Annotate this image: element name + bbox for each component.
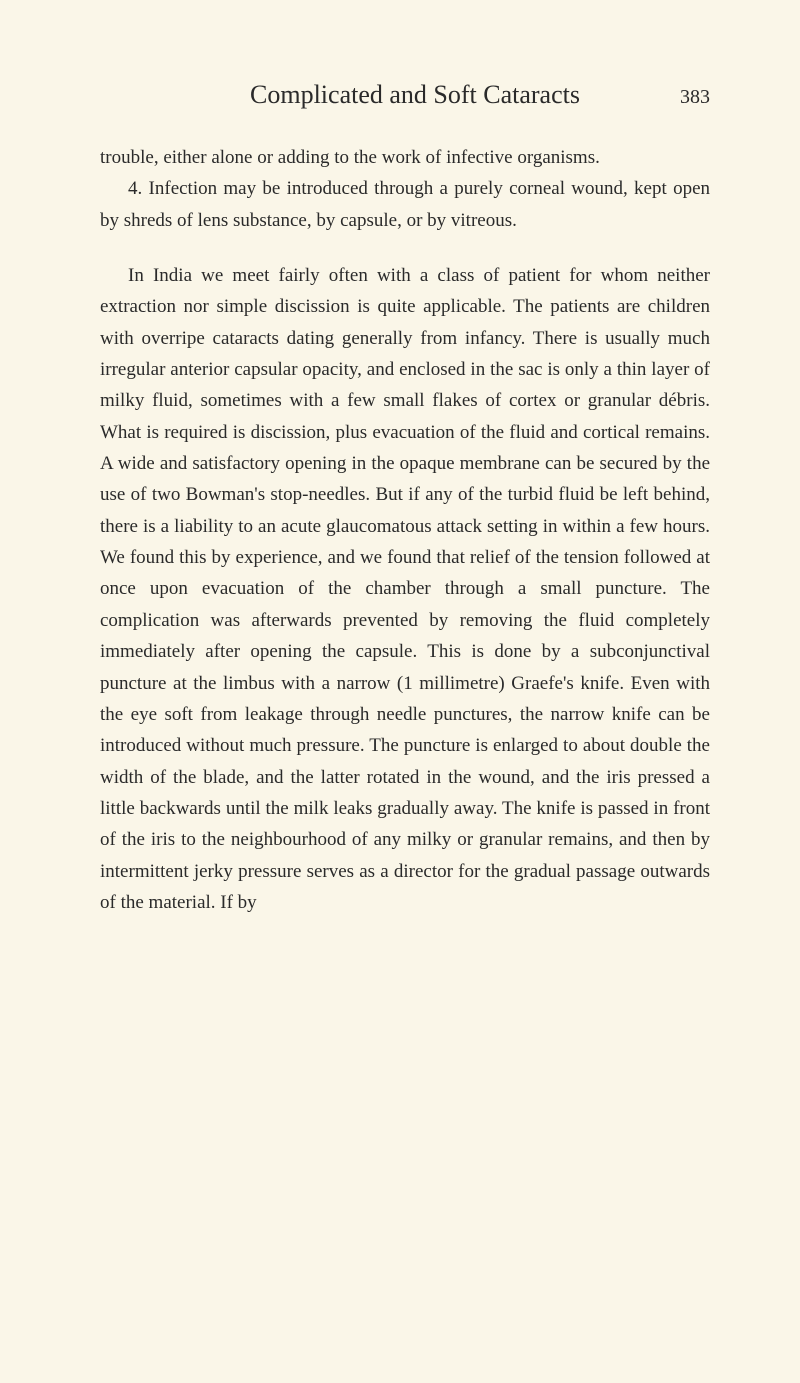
page-title: Complicated and Soft Cataracts <box>150 80 680 110</box>
paragraph-numbered-4: 4. Infection may be introduced through a… <box>100 173 710 236</box>
section-break <box>100 236 710 260</box>
page-number: 383 <box>680 86 710 109</box>
paragraph-continuation: trouble, either alone or adding to the w… <box>100 142 710 173</box>
document-page: Complicated and Soft Cataracts 383 troub… <box>0 0 800 978</box>
page-header: Complicated and Soft Cataracts 383 <box>100 80 710 110</box>
paragraph-main: In India we meet fairly often with a cla… <box>100 260 710 918</box>
